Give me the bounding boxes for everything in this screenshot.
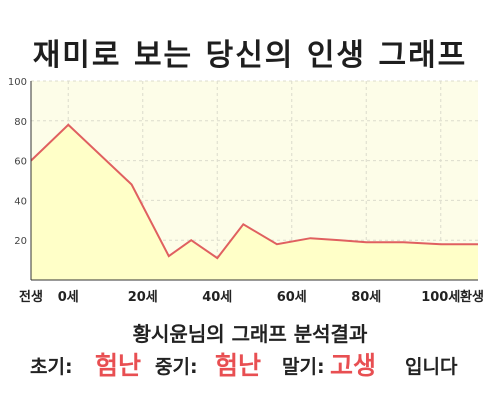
x-tick-label: 전생 bbox=[19, 289, 43, 305]
y-tick-label: 20 bbox=[14, 236, 27, 247]
chart-title: 재미로 보는 당신의 인생 그래프 bbox=[32, 38, 468, 73]
early-label: 초기: bbox=[30, 356, 73, 378]
late-value: 고생 bbox=[330, 351, 377, 380]
y-tick-label: 40 bbox=[14, 196, 27, 207]
late-label: 말기: bbox=[282, 356, 325, 378]
series-area-fill bbox=[31, 124, 478, 280]
y-tick-labels: 20 40 60 80 100 bbox=[8, 77, 27, 247]
mid-value: 험난 bbox=[215, 351, 262, 380]
y-tick-label: 60 bbox=[14, 157, 27, 168]
mid-label: 중기: bbox=[155, 356, 198, 378]
x-tick-label: 60세 bbox=[277, 290, 307, 305]
y-tick-label: 80 bbox=[14, 117, 27, 128]
series-line bbox=[30, 123, 478, 260]
x-tick-label: 20세 bbox=[128, 290, 158, 305]
early-value: 험난 bbox=[95, 351, 142, 380]
x-tick-label: 환생 bbox=[460, 289, 484, 305]
x-tick-label: 0세 bbox=[58, 290, 79, 305]
result-suffix: 입니다 bbox=[405, 356, 458, 378]
analysis-heading: 황시윤님의 그래프 분석결과 bbox=[132, 322, 368, 346]
y-tick-label: 100 bbox=[8, 77, 27, 88]
x-tick-label: 100세 bbox=[421, 290, 460, 305]
x-tick-label: 40세 bbox=[202, 290, 232, 305]
x-tick-labels: 전생 0세 20세 40세 60세 80세 100세 환생 bbox=[19, 289, 484, 305]
x-tick-label: 80세 bbox=[351, 290, 381, 305]
